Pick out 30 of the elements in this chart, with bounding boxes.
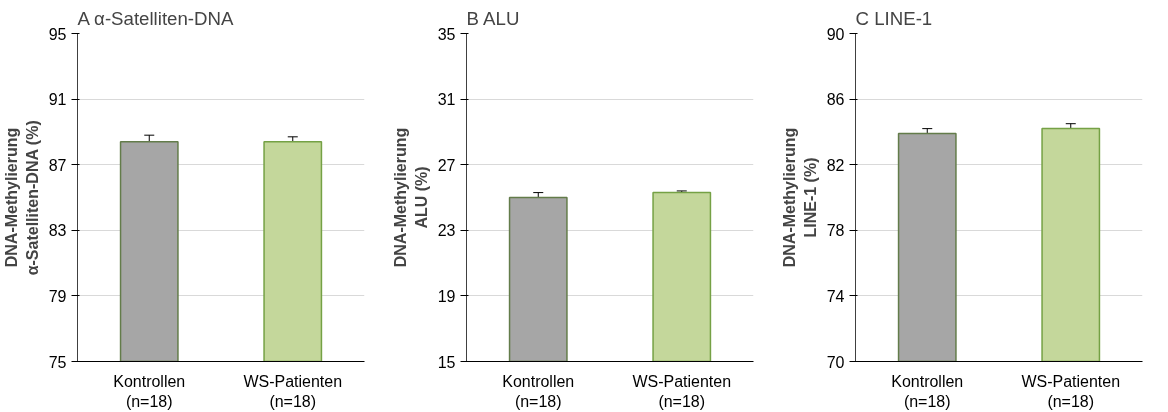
y-tick-label: 78 — [826, 222, 845, 240]
chart-title: B ALU — [466, 7, 520, 29]
y-tick-label: 23 — [437, 222, 456, 240]
y-tick-label: 15 — [437, 353, 456, 371]
y-tick-label: 82 — [826, 156, 845, 174]
y-axis-title: DNA-Methylierung ALU (%) — [392, 127, 430, 268]
y-tick-label: 74 — [826, 287, 845, 305]
y-tick-label: 79 — [48, 287, 67, 305]
x-tick-label: Kontrollen (n=18) — [502, 372, 575, 410]
y-tick-label: 91 — [48, 91, 67, 109]
y-tick-label: 95 — [48, 25, 67, 43]
x-tick-label: WS-Patienten (n=18) — [1021, 372, 1121, 410]
y-tick-label: 31 — [437, 91, 456, 109]
y-tick-label: 87 — [48, 156, 67, 174]
y-tick-label: 90 — [826, 25, 845, 43]
y-tick-label: 70 — [826, 353, 845, 371]
x-tick-label: WS-Patienten (n=18) — [632, 372, 732, 410]
y-tick-label: 83 — [48, 222, 67, 240]
x-tick-label: Kontrollen (n=18) — [113, 372, 186, 410]
chart-title: C LINE-1 — [855, 7, 933, 29]
y-axis-title: DNA-Methylierung LINE-1 (%) — [781, 127, 819, 268]
y-tick-label: 27 — [437, 156, 456, 174]
chart-title: A α-Satelliten-DNA — [77, 7, 234, 29]
x-tick-label: Kontrollen (n=18) — [891, 372, 964, 410]
y-tick-label: 35 — [437, 25, 456, 43]
y-axis-title: DNA-Methylierung α-Satelliten-DNA (%) — [3, 120, 41, 276]
y-tick-label: 75 — [48, 353, 67, 371]
y-tick-label: 86 — [826, 91, 845, 109]
y-tick-label: 19 — [437, 287, 456, 305]
x-tick-label: WS-Patienten (n=18) — [243, 372, 343, 410]
